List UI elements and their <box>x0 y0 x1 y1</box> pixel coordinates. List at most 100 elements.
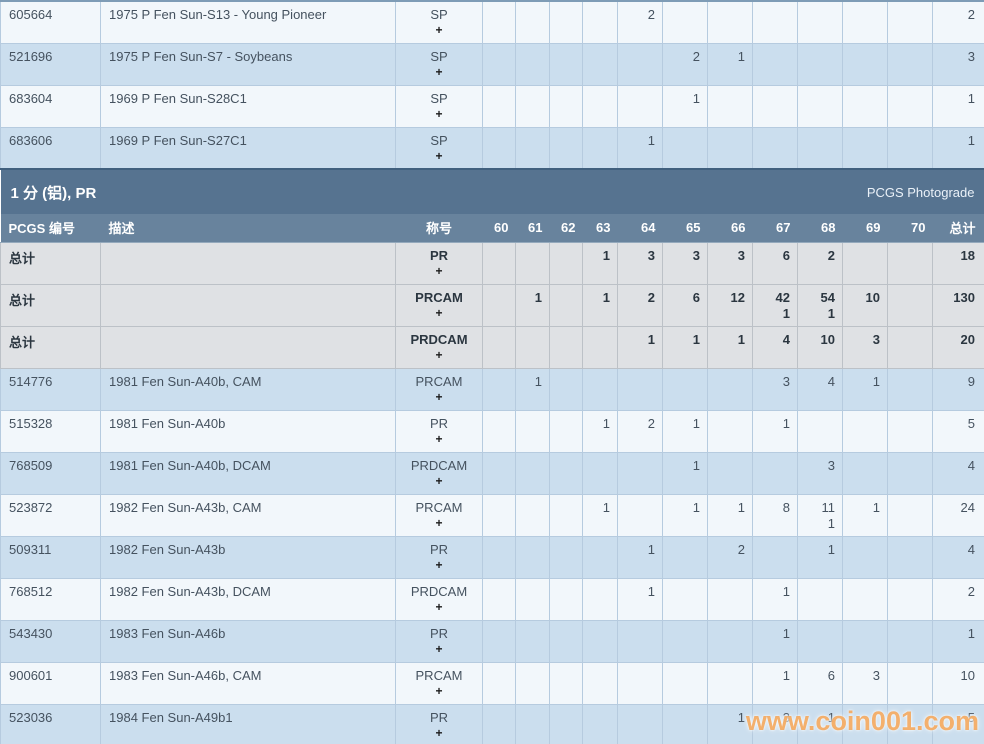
grade-count-cell <box>482 84 516 128</box>
grade-count-cell <box>617 493 663 537</box>
table-row: 683604 1969 P Fen Sun-S28C1 SP +1 1 <box>0 84 984 128</box>
coin-description: 1975 P Fen Sun-S13 - Young Pioneer <box>100 0 396 44</box>
grade-count-cell <box>515 451 550 495</box>
expand-plus-button[interactable]: + <box>435 599 443 614</box>
grade-count-cell <box>482 0 516 44</box>
grade-count-cell: 6 <box>797 661 843 705</box>
expand-plus-button[interactable]: + <box>435 641 443 656</box>
grade-count-cell <box>549 126 583 170</box>
grade-count-cell <box>515 661 550 705</box>
pcgs-number-link[interactable]: 509311 <box>0 535 101 579</box>
grade-count-cell: 1 <box>752 409 798 453</box>
expand-plus-button[interactable]: + <box>435 515 443 530</box>
designation-label: PR <box>429 415 449 431</box>
expand-plus-button[interactable]: + <box>435 347 443 362</box>
pcgs-number-link[interactable]: 515328 <box>0 409 101 453</box>
grade-count-cell <box>752 126 798 170</box>
coin-description: 1969 P Fen Sun-S27C1 <box>100 126 396 170</box>
grade-count-cell: 1 <box>582 493 618 537</box>
col-header-pcgs-number: PCGS 编号 <box>0 214 101 243</box>
col-header-grade-62: 62 <box>549 214 583 243</box>
expand-plus-button[interactable]: + <box>435 263 443 278</box>
designation-label: PRCAM <box>415 373 463 389</box>
designation-cell: SP + <box>395 0 483 44</box>
grade-count-cell <box>887 283 933 327</box>
pcgs-number-link[interactable]: 543430 <box>0 619 101 663</box>
expand-plus-button[interactable]: + <box>435 725 443 740</box>
pcgs-number-link[interactable]: 523872 <box>0 493 101 537</box>
grade-count-cell <box>582 661 618 705</box>
coin-description: 1982 Fen Sun-A43b <box>100 535 396 579</box>
expand-plus-button[interactable]: + <box>435 389 443 404</box>
grade-count-cell <box>515 409 550 453</box>
grade-count-cell: 11 1 <box>797 493 843 537</box>
table-row: 514776 1981 Fen Sun-A40b, CAM PRCAM +1 3 4 1 9 <box>0 367 984 411</box>
coin-description: 1969 P Fen Sun-S28C1 <box>100 84 396 128</box>
expand-plus-button[interactable]: + <box>435 64 443 79</box>
col-header-grade-68: 68 <box>797 214 843 243</box>
grade-count-cell <box>617 42 663 86</box>
empty-description-cell <box>100 241 396 285</box>
expand-plus-button[interactable]: + <box>435 431 443 446</box>
pcgs-number-link[interactable]: 523036 <box>0 703 101 744</box>
expand-plus-button[interactable]: + <box>435 683 443 698</box>
grade-count-cell: 1 <box>617 535 663 579</box>
photograde-link[interactable]: PCGS Photograde <box>866 184 975 200</box>
grade-count-cell <box>515 241 550 285</box>
expand-plus-button[interactable]: + <box>435 473 443 488</box>
pcgs-number-link[interactable]: 521696 <box>0 42 101 86</box>
grade-count-cell <box>752 0 798 44</box>
summary-row: 总计 PRCAM +1 1 2 6 12 42 1 54 1 10 130 <box>0 283 984 327</box>
grade-count-cell: 3 <box>842 325 888 369</box>
grade-count-cell <box>887 703 933 744</box>
expand-plus-button[interactable]: + <box>435 148 443 163</box>
grade-count-cell <box>887 619 933 663</box>
coin-description: 1984 Fen Sun-A49b1 <box>100 703 396 744</box>
grade-count-cell <box>662 661 708 705</box>
grade-count-cell: 2 <box>617 283 663 327</box>
grade-count-cell <box>482 283 516 327</box>
pcgs-number-link[interactable]: 683604 <box>0 84 101 128</box>
grade-count-cell: 2 <box>797 241 843 285</box>
expand-plus-button[interactable]: + <box>435 106 443 121</box>
grade-count-cell <box>582 619 618 663</box>
pcgs-number-link[interactable]: 768512 <box>0 577 101 621</box>
grade-count-cell: 3 <box>797 451 843 495</box>
col-header-description: 描述 <box>100 214 396 243</box>
expand-plus-button[interactable]: + <box>435 557 443 572</box>
grade-count-cell <box>887 409 933 453</box>
empty-description-cell <box>100 325 396 369</box>
expand-plus-button[interactable]: + <box>435 23 443 37</box>
grade-count-cell <box>549 42 583 86</box>
pcgs-number-link[interactable]: 768509 <box>0 451 101 495</box>
designation-cell: PRCAM + <box>395 367 483 411</box>
pcgs-number-link[interactable]: 900601 <box>0 661 101 705</box>
designation-cell: PR + <box>395 703 483 744</box>
grade-count-cell <box>842 0 888 44</box>
grade-count-cell <box>549 241 583 285</box>
grade-count-cell <box>752 451 798 495</box>
expand-plus-button[interactable]: + <box>435 305 443 320</box>
grade-count-cell <box>482 126 516 170</box>
row-total: 4 <box>932 451 984 495</box>
col-header-grade-70: 70 <box>887 214 933 243</box>
pcgs-number-link[interactable]: 683606 <box>0 126 101 170</box>
coin-description: 1982 Fen Sun-A43b, DCAM <box>100 577 396 621</box>
grade-count-cell <box>549 84 583 128</box>
grade-count-cell <box>515 577 550 621</box>
grade-count-cell: 2 <box>662 42 708 86</box>
grade-count-cell <box>887 535 933 579</box>
grade-count-cell <box>662 0 708 44</box>
col-header-grade-64: 64 <box>617 214 663 243</box>
grade-count-cell <box>887 126 933 170</box>
table-row: 509311 1982 Fen Sun-A43b PR +1 2 1 4 <box>0 535 984 579</box>
grade-count-cell: 1 <box>582 283 618 327</box>
empty-description-cell <box>100 283 396 327</box>
grade-count-cell <box>842 409 888 453</box>
pcgs-number-link[interactable]: 605664 <box>0 0 101 44</box>
table-row: 605664 1975 P Fen Sun-S13 - Young Pioneer… <box>0 0 984 44</box>
coin-description: 1983 Fen Sun-A46b <box>100 619 396 663</box>
grade-count-cell <box>582 577 618 621</box>
pcgs-number-link[interactable]: 514776 <box>0 367 101 411</box>
